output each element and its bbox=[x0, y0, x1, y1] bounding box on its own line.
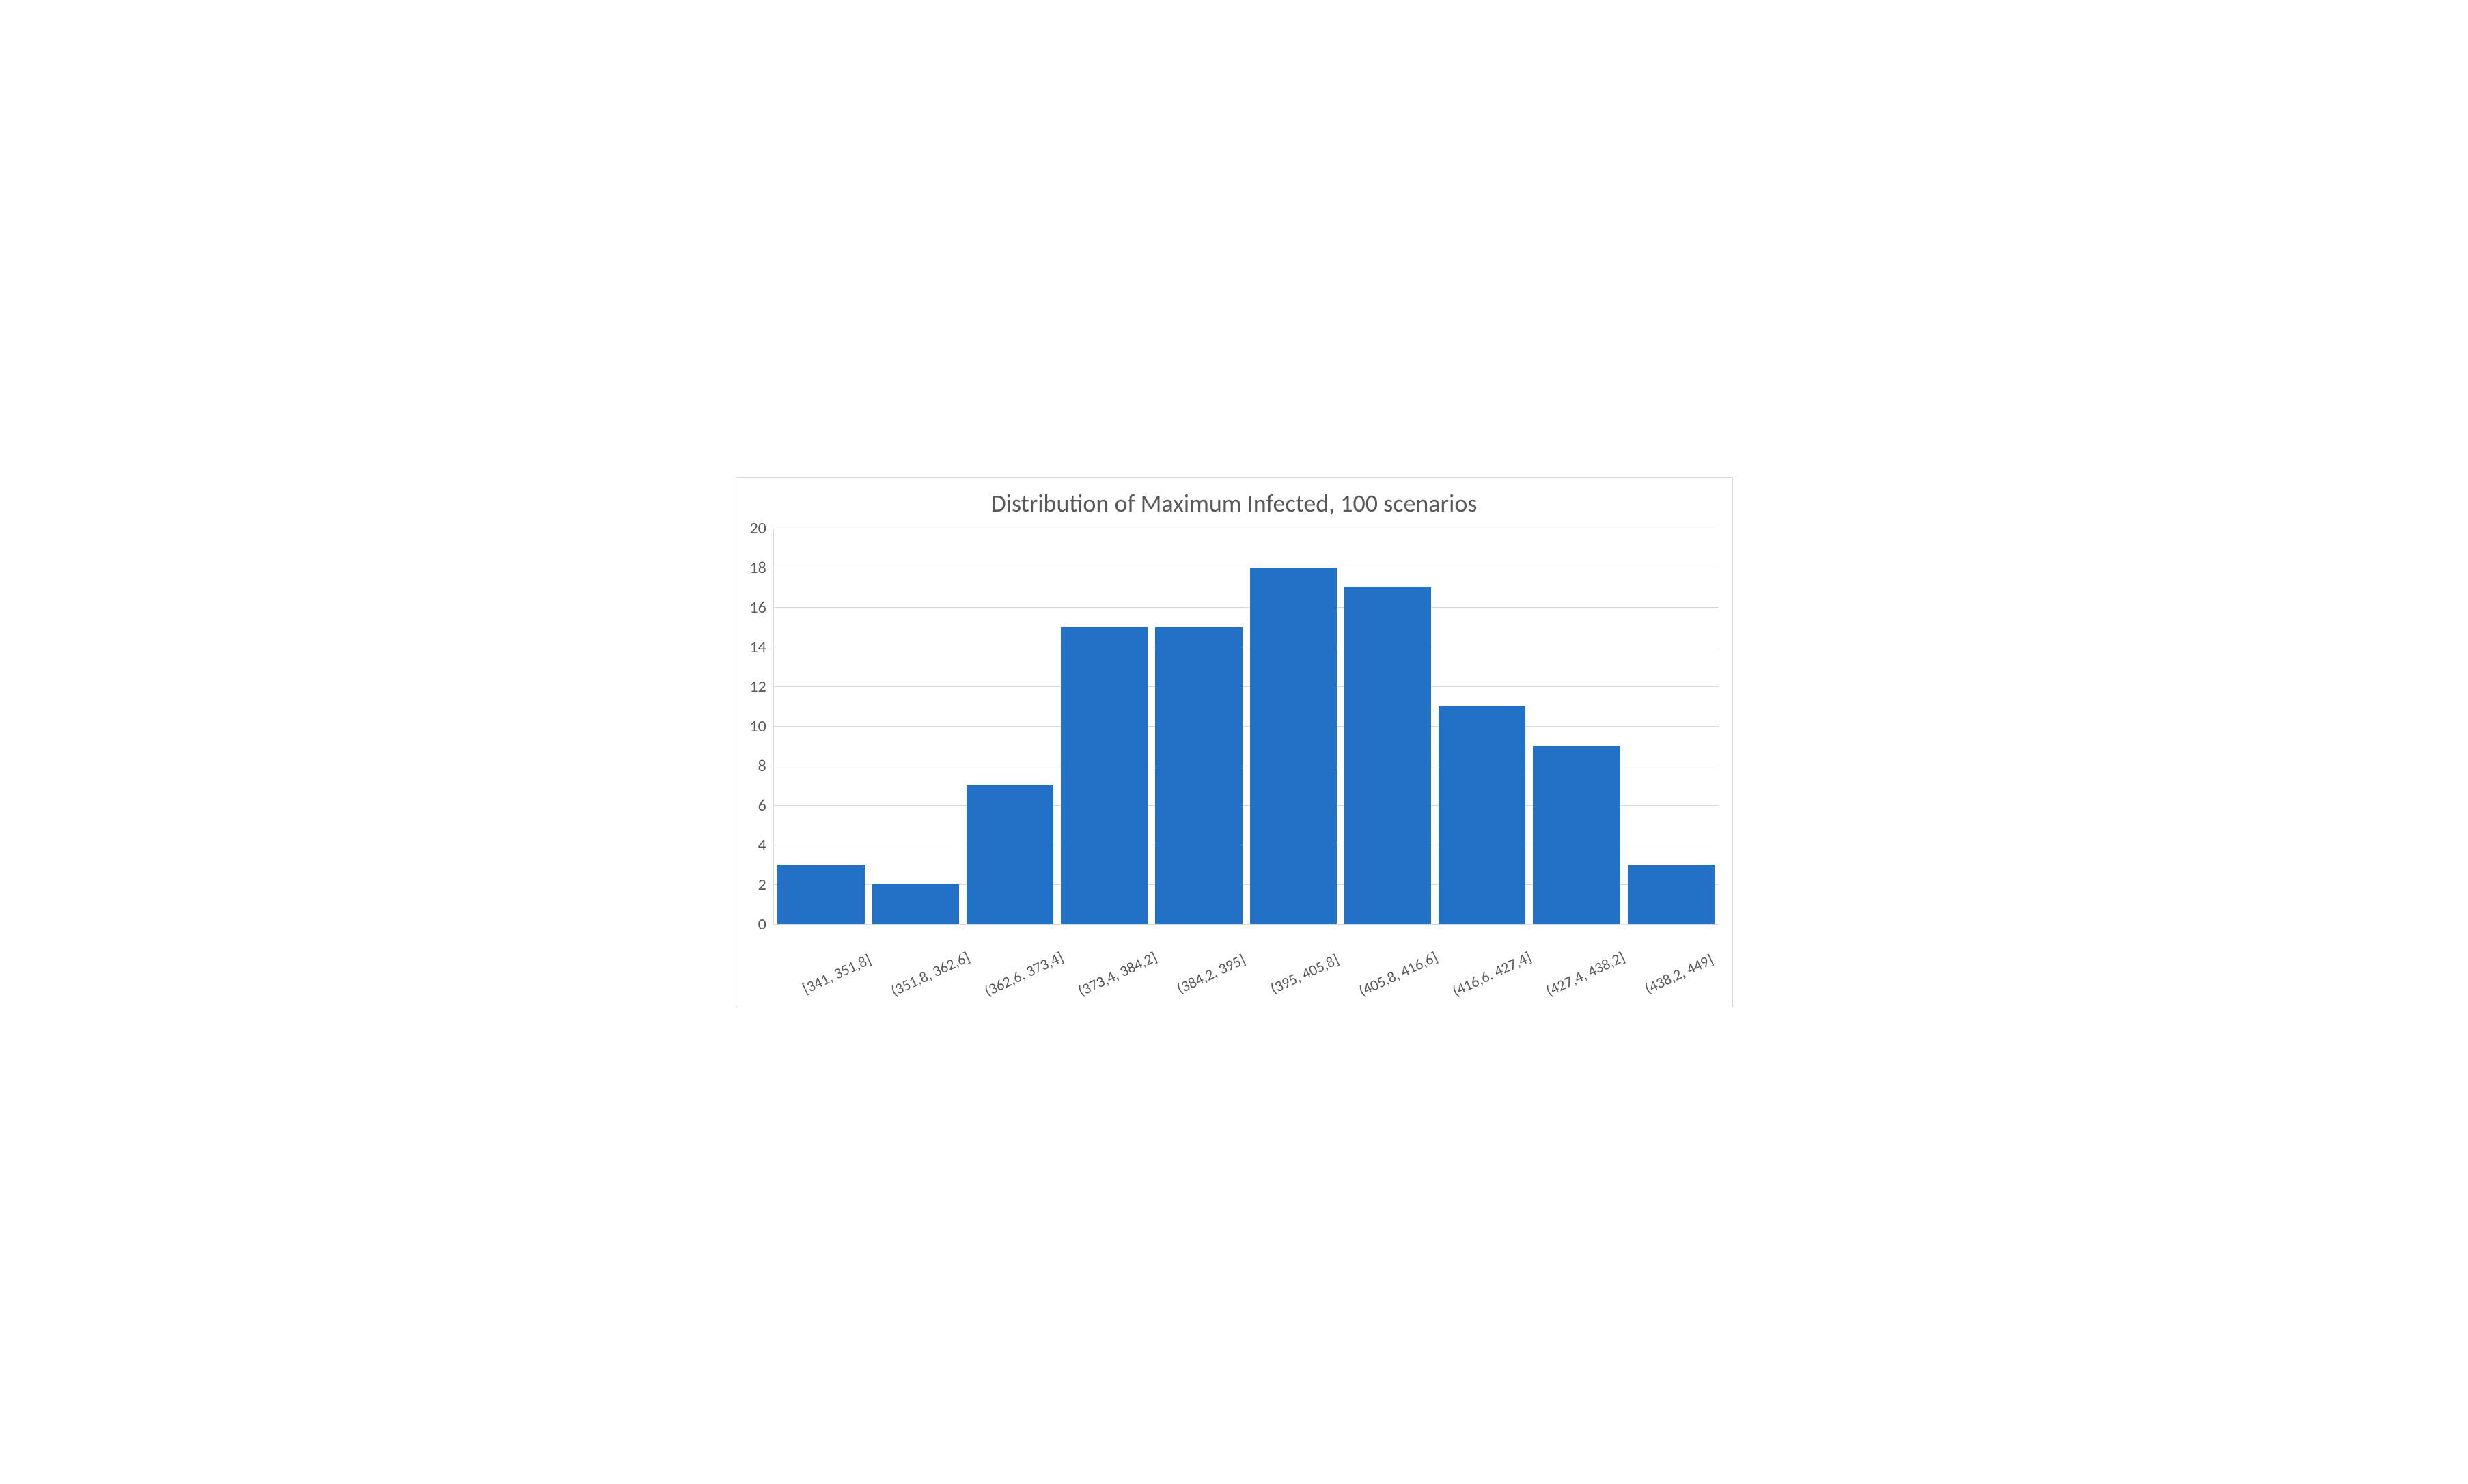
x-axis: [341, 351,8](351,8, 362,6](362,6, 373,4]… bbox=[783, 925, 1719, 951]
plot-area: 20181614121086420 bbox=[750, 529, 1719, 925]
bar bbox=[1344, 587, 1431, 923]
histogram-chart: Distribution of Maximum Infected, 100 sc… bbox=[736, 477, 1733, 1007]
bar-slot bbox=[962, 529, 1057, 924]
x-tick: (395, 405,8] bbox=[1259, 945, 1352, 1001]
bar-slot bbox=[1435, 529, 1529, 924]
bar bbox=[1155, 627, 1242, 923]
x-tick: (405,8, 416,6] bbox=[1353, 945, 1445, 1001]
bar bbox=[1533, 746, 1620, 924]
bar-slot bbox=[1152, 529, 1246, 924]
grid-bars-area bbox=[773, 529, 1719, 925]
bar bbox=[872, 884, 959, 924]
x-tick: (416,6, 427,4] bbox=[1446, 945, 1539, 1001]
bar bbox=[1439, 706, 1525, 923]
x-tick: (351,8, 362,6] bbox=[885, 945, 978, 1001]
bar bbox=[1061, 627, 1148, 923]
bar-slot bbox=[1340, 529, 1434, 924]
chart-title: Distribution of Maximum Infected, 100 sc… bbox=[750, 488, 1719, 518]
bar bbox=[1628, 865, 1715, 924]
bar-slot bbox=[1057, 529, 1152, 924]
bar-slot bbox=[774, 529, 868, 924]
x-tick: [341, 351,8] bbox=[791, 945, 884, 1001]
x-tick: (373,4, 384,2] bbox=[1072, 945, 1165, 1001]
bar bbox=[1250, 568, 1337, 923]
y-axis: 20181614121086420 bbox=[750, 529, 773, 925]
bar-slot bbox=[1624, 529, 1718, 924]
x-tick: (427,4, 438,2] bbox=[1540, 945, 1633, 1001]
bar-slot bbox=[1246, 529, 1340, 924]
x-tick: (362,6, 373,4] bbox=[978, 945, 1071, 1001]
x-tick: (438,2, 449] bbox=[1633, 945, 1726, 1001]
bar bbox=[777, 865, 864, 924]
bar-slot bbox=[1529, 529, 1624, 924]
bar bbox=[967, 785, 1053, 924]
bars-container bbox=[774, 529, 1719, 924]
bar-slot bbox=[868, 529, 962, 924]
x-tick: (384,2, 395] bbox=[1165, 945, 1258, 1001]
